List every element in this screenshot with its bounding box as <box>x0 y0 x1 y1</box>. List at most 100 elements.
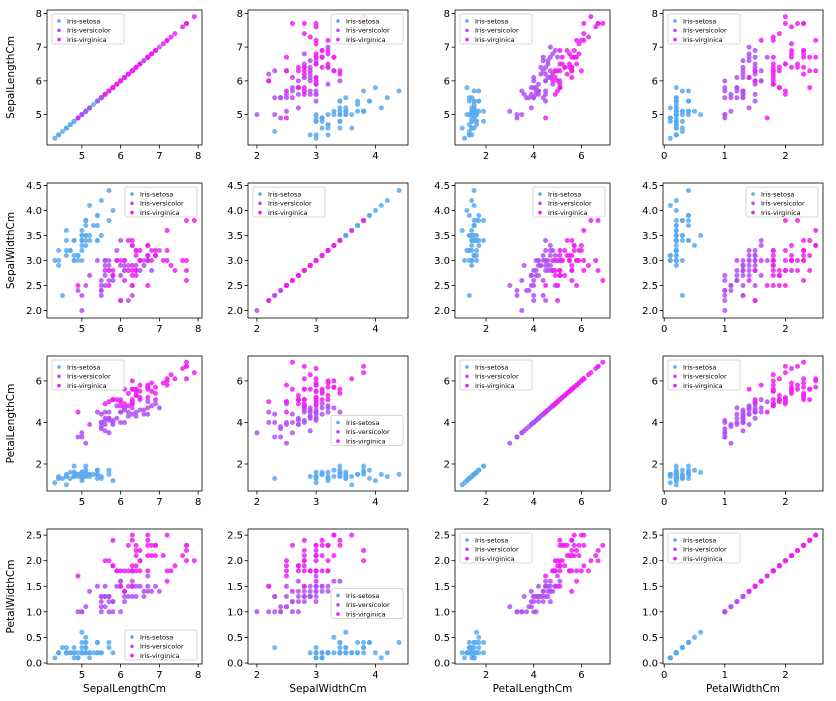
legend-marker <box>57 374 61 379</box>
point-iris-versicolor <box>524 426 529 432</box>
point-iris-setosa <box>337 645 343 651</box>
y-tick-label: 2.5 <box>227 531 243 542</box>
point-iris-virginica <box>801 542 807 548</box>
point-iris-virginica <box>807 54 813 60</box>
point-iris-versicolor <box>141 407 147 413</box>
y-tick-label: 2 <box>237 460 243 471</box>
point-iris-virginica <box>555 563 560 569</box>
y-tick-label: 0.0 <box>26 658 42 669</box>
point-iris-virginica <box>569 268 575 273</box>
point-iris-versicolor <box>295 105 301 111</box>
point-iris-virginica <box>295 563 301 569</box>
point-iris-versicolor <box>758 409 764 415</box>
legend-label: Iris-virginica <box>683 382 723 390</box>
point-iris-versicolor <box>278 115 284 121</box>
point-iris-versicolor <box>337 578 343 584</box>
legend-box <box>459 13 533 45</box>
point-iris-virginica <box>764 115 770 121</box>
point-iris-virginica <box>776 268 782 273</box>
point-iris-virginica <box>555 283 560 288</box>
subplot-3-1: 2 3 4 0.0 0.5 1.0 1.5 2.0 2.5 Iris-setosaIris-ver… <box>227 528 409 681</box>
point-iris-virginica <box>75 409 81 415</box>
subplot-0-1: 2 3 4 5 6 7 8 Iris-setosa Iris-versicolorIris-vi… <box>237 9 409 162</box>
point-iris-versicolor <box>545 75 551 80</box>
point-iris-setosa <box>476 634 482 640</box>
point-iris-setosa <box>343 629 349 635</box>
legend-marker <box>130 653 134 658</box>
point-iris-versicolor <box>507 283 513 288</box>
point-iris-virginica <box>555 298 560 303</box>
point-iris-versicolor <box>313 594 319 599</box>
point-iris-virginica <box>557 248 563 253</box>
axes-frame <box>454 9 611 146</box>
point-iris-virginica <box>557 48 563 53</box>
legend-marker <box>673 19 677 23</box>
point-iris-setosa <box>464 85 470 91</box>
y-tick-label: 5 <box>652 110 658 121</box>
point-iris-virginica <box>153 542 158 548</box>
point-iris-virginica <box>164 382 170 388</box>
x-tick-label: 5 <box>79 670 85 681</box>
legend-box <box>51 13 125 45</box>
point-iris-versicolor <box>758 78 764 84</box>
point-iris-versicolor <box>540 588 546 594</box>
point-iris-setosa <box>63 253 69 258</box>
legend-label: Iris-setosa <box>475 536 508 544</box>
point-iris-virginica <box>313 403 319 409</box>
point-iris-virginica <box>337 386 343 392</box>
point-iris-versicolor <box>272 68 278 74</box>
y-tick-label: 1.5 <box>227 582 243 593</box>
point-iris-versicolor <box>722 293 728 298</box>
point-iris-setosa <box>67 248 73 253</box>
point-iris-setosa <box>71 118 77 124</box>
point-iris-setosa <box>94 213 100 218</box>
y-tick-label: 4.0 <box>642 206 658 217</box>
point-iris-virginica <box>782 248 788 253</box>
point-iris-setosa <box>686 476 691 481</box>
point-iris-versicolor <box>156 248 162 253</box>
point-iris-versicolor <box>98 420 104 425</box>
x-tick-label: 3 <box>313 497 319 508</box>
legend-marker <box>57 19 61 23</box>
point-iris-virginica <box>172 268 178 273</box>
point-iris-virginica <box>331 54 337 60</box>
x-tick-label: 2 <box>254 151 260 162</box>
point-iris-versicolor <box>79 293 85 298</box>
point-iris-virginica <box>325 393 331 398</box>
point-iris-versicolor <box>540 95 546 101</box>
point-iris-setosa <box>52 480 58 486</box>
point-iris-setosa <box>313 655 319 661</box>
point-iris-versicolor <box>307 428 313 434</box>
legend-marker <box>465 19 469 23</box>
point-iris-setosa <box>469 474 475 479</box>
point-iris-versicolor <box>746 407 752 413</box>
point-iris-virginica <box>782 21 788 26</box>
point-iris-virginica <box>581 21 587 26</box>
point-iris-setosa <box>679 474 685 479</box>
point-iris-virginica <box>110 273 116 278</box>
legend-marker <box>673 383 677 388</box>
point-iris-virginica <box>118 399 124 405</box>
point-iris-virginica <box>284 68 289 74</box>
legend-marker <box>336 439 340 443</box>
point-iris-versicolor <box>307 583 313 589</box>
point-iris-virginica <box>593 258 599 263</box>
point-iris-versicolor <box>538 263 544 268</box>
point-iris-virginica <box>149 388 155 394</box>
x-tick-label: 6 <box>117 670 123 681</box>
point-iris-virginica <box>789 390 794 396</box>
point-iris-virginica <box>110 537 116 543</box>
point-iris-setosa <box>52 258 58 263</box>
point-iris-versicolor <box>533 417 539 423</box>
axes-frame <box>454 528 611 665</box>
point-iris-virginica <box>164 578 170 584</box>
point-iris-virginica <box>746 75 752 80</box>
point-iris-virginica <box>133 553 139 559</box>
point-iris-virginica <box>301 386 307 392</box>
point-iris-virginica <box>164 37 170 43</box>
point-iris-versicolor <box>722 298 728 303</box>
point-iris-virginica <box>782 91 788 97</box>
point-iris-versicolor <box>752 283 758 288</box>
y-tick-label: 0.5 <box>26 633 42 644</box>
